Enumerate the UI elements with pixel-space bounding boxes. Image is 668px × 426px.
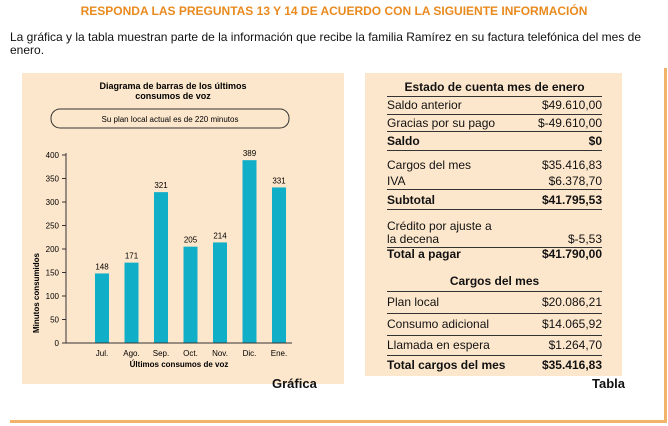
table-row-subtotal: Subtotal $41.795,53 [387,192,602,208]
row-divider [387,189,602,190]
x-tick-label: Dic. [243,349,257,358]
table-row-total: Total a pagar $41.790,00 [387,246,602,262]
table-row: Gracias por su pago $-49.610,00 [387,115,602,131]
x-tick-label: Ago. [123,349,139,358]
row-label: Total a pagar [387,247,461,261]
plan-note-box [50,108,290,129]
row-value: $35.416,83 [541,358,602,372]
row-value: $41.795,53 [541,193,602,207]
bar-value-label: 331 [272,176,286,185]
y-tick-label: 0 [55,339,60,348]
table-row: Cargos del mes $35.416,83 [387,157,602,173]
row-label: Cargos del mes [387,158,472,172]
row-divider [387,150,602,151]
row-value: $1.264,70 [548,338,602,352]
row-value: $41.790,00 [541,247,602,261]
table-row: IVA $6.378,70 [387,173,602,189]
table-row: Plan local $20.086,21 [387,294,602,310]
page-header: RESPONDA LAS PREGUNTAS 13 Y 14 DE ACUERD… [80,4,588,18]
row-label: Plan local [387,295,440,309]
row-divider [387,96,602,97]
statement-table: Estado de cuenta mes de enero Saldo ante… [365,73,622,376]
row-value: $14.065,92 [541,317,602,331]
row-value: $6.378,70 [548,174,602,188]
row-value: $0 [588,134,602,148]
row-label: Gracias por su pago [387,116,496,130]
y-tick-label: 250 [46,222,60,231]
x-axis-label: Últimos consumos de voz [130,360,229,369]
bar-chart: Diagrama de barras de los últimos consum… [32,81,292,369]
row-label: Saldo anterior [387,98,462,112]
row-value: $35.416,83 [541,158,602,172]
row-label: Total cargos del mes [387,358,506,372]
y-tick-label: 50 [50,316,59,325]
row-label-line2: la decena [387,232,440,246]
row-label: Consumo adicional [387,317,490,331]
row-divider [387,114,602,115]
bar-value-label: 205 [184,236,198,245]
x-tick-label: Ene. [271,349,287,358]
table-row-credit: Crédito por ajuste a la decena $-5,53 [387,218,602,248]
row-divider [387,291,602,292]
chart-caption: Gráfica [272,376,317,391]
charges-title: Cargos del mes [449,274,540,288]
y-axis-label: Minutos consumidos [32,252,41,333]
y-tick-label: 200 [46,245,60,254]
row-label: IVA [387,174,406,188]
x-tick-label: Jul. [96,349,108,358]
table-row-saldo: Saldo $0 [387,133,602,149]
bar-dic [242,160,257,343]
table-title: Estado de cuenta mes de enero [404,80,585,94]
bar-jul [95,273,109,343]
y-tick-label: 400 [46,151,60,160]
row-label: Subtotal [387,193,435,207]
table-row: Saldo anterior $49.610,00 [387,97,602,113]
table-row: Llamada en espera $1.264,70 [387,337,602,353]
bar-value-label: 214 [213,231,227,240]
y-tick-label: 350 [46,175,60,184]
row-label: Saldo [387,134,420,148]
row-value: $-49.610,00 [537,116,602,130]
row-divider [387,209,602,210]
row-divider [387,355,602,356]
row-value: $-5,53 [567,232,602,246]
chart-title-line2: consumos de voz [135,91,211,101]
bar-oct [183,246,198,343]
table-row-total-charges: Total cargos del mes $35.416,83 [387,357,602,373]
row-divider [387,247,602,248]
x-tick-label: Nov. [212,349,228,358]
row-value: $20.086,21 [541,295,602,309]
row-divider [387,335,602,336]
plan-note-text: Su plan local actual es de 220 minutos [102,115,239,124]
bar-value-label: 148 [95,262,109,271]
y-tick-label: 150 [46,269,60,278]
bar-value-label: 171 [125,252,139,261]
x-tick-label: Oct. [183,349,198,358]
content-frame [10,68,667,423]
bar-value-label: 389 [243,149,257,158]
x-tick-label: Sep. [153,349,169,358]
row-divider [387,313,602,314]
chart-panel: Diagrama de barras de los últimos consum… [22,73,344,384]
row-value: $49.610,00 [541,98,602,112]
bar-sep [154,192,168,343]
chart-title-line1: Diagrama de barras de los últimos [99,81,246,91]
table-caption: Tabla [592,376,625,391]
y-tick-label: 100 [46,292,60,301]
bar-nov [213,242,227,343]
row-divider [387,131,602,132]
y-tick-label: 300 [46,198,60,207]
bar-ene [272,187,286,343]
bar-value-label: 321 [154,181,168,190]
row-label: Llamada en espera [387,338,490,352]
row-label-line1: Crédito por ajuste a [387,219,492,233]
table-row: Consumo adicional $14.065,92 [387,316,602,332]
intro-text: La gráfica y la tabla muestran parte de … [10,30,641,57]
bar-ago [124,262,139,343]
